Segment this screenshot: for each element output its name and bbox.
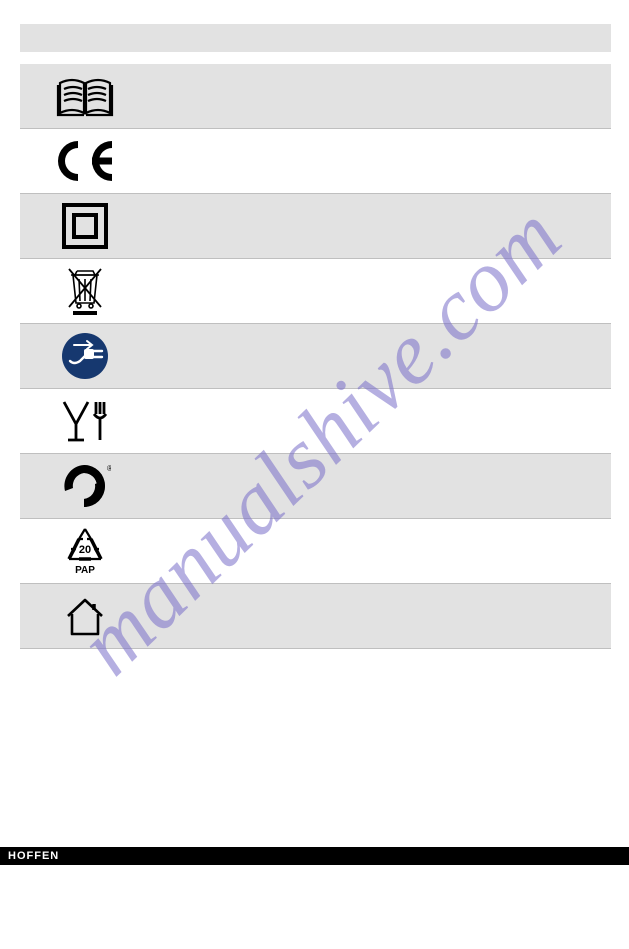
- row-ce: [20, 129, 611, 194]
- row-green-dot: ®: [20, 454, 611, 519]
- row-class2: [20, 194, 611, 259]
- row-food-safe: [20, 389, 611, 454]
- row-manual: [20, 64, 611, 129]
- class2-icon: [50, 199, 120, 254]
- row-pap20: 20 PAP: [20, 519, 611, 584]
- weee-icon: [50, 264, 120, 319]
- indoor-icon: [50, 589, 120, 644]
- footer-brand: HOFFEN: [8, 850, 59, 862]
- unplug-icon: [50, 329, 120, 384]
- ce-icon: [50, 134, 120, 189]
- pap-number: 20: [79, 544, 91, 556]
- symbol-rows: ® 20 PAP: [20, 64, 611, 649]
- green-dot-icon: ®: [50, 459, 120, 514]
- manual-icon: [50, 69, 120, 124]
- svg-text:®: ®: [107, 464, 111, 473]
- footer-bar: HOFFEN: [0, 847, 629, 865]
- pap20-icon: 20 PAP: [50, 524, 120, 579]
- row-indoor: [20, 584, 611, 649]
- pap-label: PAP: [75, 565, 95, 576]
- header-bar: [20, 24, 611, 52]
- food-safe-icon: [50, 394, 120, 449]
- row-weee: [20, 259, 611, 324]
- row-unplug: [20, 324, 611, 389]
